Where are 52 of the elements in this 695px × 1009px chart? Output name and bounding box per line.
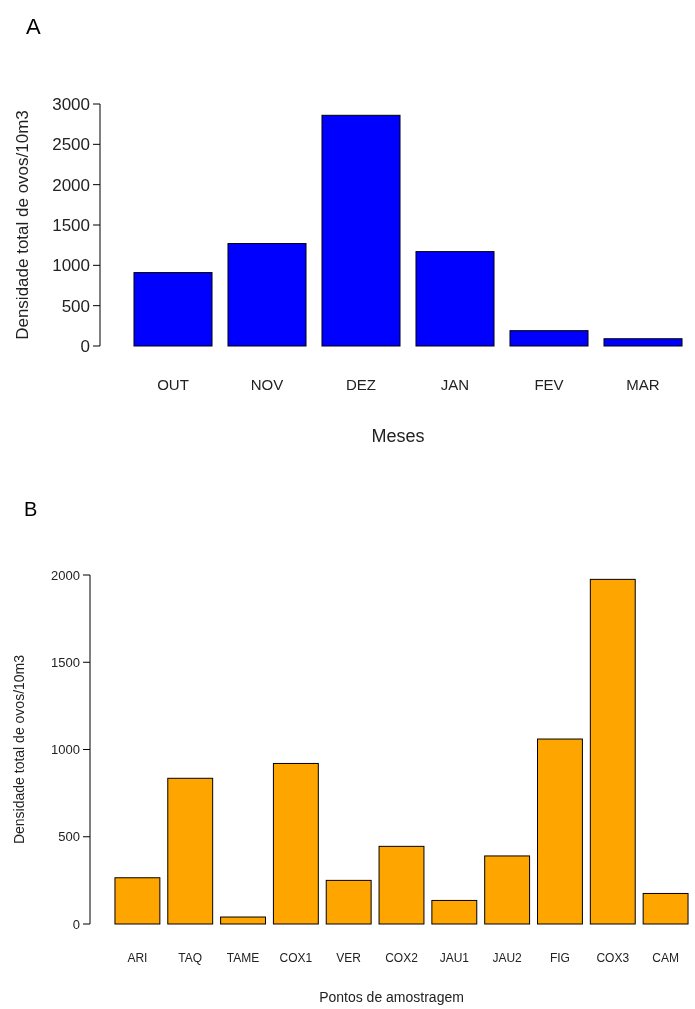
bar (537, 738, 583, 925)
y-tick-label: 0 (72, 916, 80, 932)
x-axis-title: Meses (371, 426, 425, 446)
bar (484, 855, 531, 925)
y-axis-title: Densidade total de ovos/10m3 (11, 654, 27, 845)
bar (133, 272, 213, 347)
x-tick-label: COX2 (385, 951, 419, 965)
chart-title: B (24, 498, 38, 520)
y-tick-label: 500 (61, 296, 90, 316)
x-axis-title: Pontos de amostragem (319, 989, 464, 1005)
y-tick-label: 2000 (51, 567, 80, 583)
x-tick-label: OUT (157, 376, 189, 393)
x-tick-label: VER (336, 951, 362, 965)
x-tick-label: NOV (250, 376, 284, 393)
y-tick-label: 1000 (52, 256, 90, 276)
y-tick-label: 1500 (52, 215, 90, 235)
bar (431, 899, 478, 925)
x-tick-label: CAM (652, 951, 679, 965)
bar (321, 114, 401, 347)
x-tick-label: JAU2 (492, 951, 523, 965)
x-tick-label: FIG (549, 951, 570, 965)
bar (642, 892, 689, 925)
y-tick-label: 1000 (51, 742, 80, 758)
x-tick-label: TAQ (178, 951, 203, 965)
y-tick-label: 3000 (52, 94, 90, 114)
bar (272, 762, 319, 925)
y-tick-label: 2500 (52, 135, 90, 155)
bar (325, 879, 372, 925)
bar (603, 338, 683, 347)
y-tick-label: 0 (80, 336, 90, 356)
bar (114, 877, 161, 925)
y-tick-label: 500 (58, 829, 80, 845)
bar (378, 845, 425, 925)
x-tick-label: FEV (534, 376, 564, 393)
x-tick-label: COX1 (279, 951, 313, 965)
x-tick-label: DEZ (346, 376, 376, 393)
x-tick-label: ARI (127, 951, 148, 965)
x-tick-label: JAU1 (439, 951, 470, 965)
x-tick-label: MAR (626, 376, 660, 393)
chart-title: A (26, 14, 41, 39)
x-tick-label: COX3 (596, 951, 630, 965)
bar (220, 916, 266, 925)
bar (589, 578, 636, 925)
y-tick-label: 2000 (52, 175, 90, 195)
bar (227, 243, 307, 347)
bar (509, 330, 589, 347)
x-tick-label: JAN (440, 376, 470, 393)
x-tick-label: TAME (226, 951, 260, 965)
bar (167, 777, 214, 925)
y-axis-title: Densidade total de ovos/10m3 (13, 110, 32, 340)
y-tick-label: 1500 (51, 654, 80, 670)
bar (415, 251, 495, 347)
